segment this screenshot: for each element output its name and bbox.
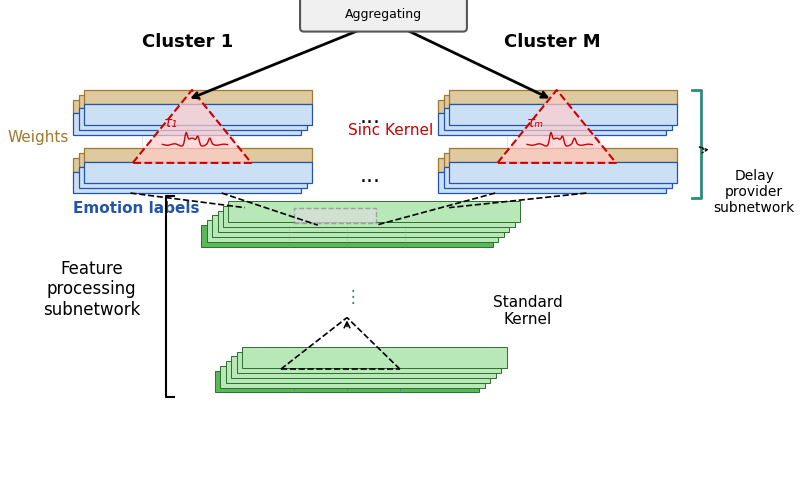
Bar: [449, 90, 677, 104]
Bar: [212, 216, 504, 237]
Text: Emotion labels: Emotion labels: [74, 201, 200, 216]
Bar: [74, 100, 302, 113]
Bar: [444, 153, 672, 167]
Text: Delay
provider
subnetwork: Delay provider subnetwork: [714, 169, 795, 215]
Bar: [237, 351, 501, 373]
Bar: [214, 371, 479, 393]
FancyBboxPatch shape: [300, 0, 467, 32]
Text: τ₁: τ₁: [164, 116, 178, 130]
Bar: [438, 158, 666, 172]
Bar: [74, 172, 302, 193]
Bar: [79, 95, 307, 108]
Polygon shape: [133, 90, 251, 163]
Bar: [79, 108, 307, 130]
Text: ...: ...: [359, 107, 380, 127]
Bar: [231, 357, 496, 378]
Bar: [201, 225, 493, 247]
Bar: [79, 153, 307, 167]
Bar: [229, 201, 520, 222]
Bar: [449, 148, 677, 162]
Bar: [79, 167, 307, 188]
Bar: [449, 162, 677, 183]
Bar: [220, 366, 485, 387]
Text: Feature
processing
subnetwork: Feature processing subnetwork: [43, 260, 140, 319]
Bar: [294, 208, 376, 223]
Text: Standard
Kernel: Standard Kernel: [493, 295, 562, 327]
Bar: [218, 211, 510, 232]
Bar: [449, 104, 677, 125]
Bar: [85, 148, 312, 162]
Bar: [85, 162, 312, 183]
Bar: [223, 206, 514, 227]
Text: ⋮: ⋮: [345, 288, 361, 306]
Bar: [74, 158, 302, 172]
Bar: [444, 167, 672, 188]
Bar: [444, 95, 672, 108]
Bar: [85, 104, 312, 125]
Polygon shape: [498, 90, 616, 163]
Text: τₘ: τₘ: [527, 116, 544, 130]
Bar: [206, 220, 498, 242]
Bar: [242, 347, 506, 368]
Bar: [85, 90, 312, 104]
Bar: [438, 113, 666, 135]
Text: Weights: Weights: [7, 130, 69, 145]
Bar: [438, 100, 666, 113]
Text: ...: ...: [359, 166, 380, 186]
Text: Cluster M: Cluster M: [504, 33, 601, 51]
Bar: [74, 113, 302, 135]
Bar: [438, 172, 666, 193]
Bar: [226, 361, 490, 383]
Text: Cluster 1: Cluster 1: [142, 33, 233, 51]
Text: Sinc Kernel: Sinc Kernel: [348, 122, 434, 138]
Bar: [444, 108, 672, 130]
Text: Aggregating: Aggregating: [345, 8, 422, 21]
